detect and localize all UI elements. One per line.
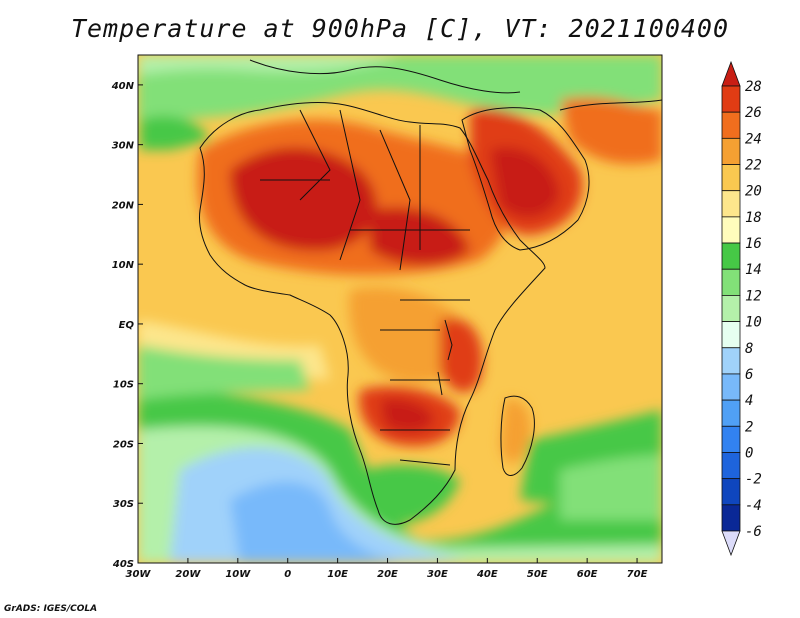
colorbar-label: -4 <box>745 498 762 514</box>
colorbar-bottom-arrow <box>721 530 741 557</box>
colorbar-swatch <box>721 478 741 506</box>
colorbar-label: 6 <box>745 367 753 383</box>
colorbar-swatch <box>721 504 741 532</box>
colorbar-swatch <box>721 111 741 139</box>
colorbar-label: 18 <box>745 210 762 226</box>
colorbar-label: 28 <box>745 79 762 95</box>
lat-tick-label: 40N <box>111 81 135 92</box>
lon-tick-label: 70E <box>627 569 648 580</box>
lon-tick-label: 30W <box>126 569 152 580</box>
colorbar-label: 24 <box>745 131 762 147</box>
colorbar-swatch <box>721 347 741 375</box>
colorbar-label: 12 <box>745 288 762 304</box>
colorbar-top-arrow <box>721 60 741 87</box>
colorbar-swatch <box>721 137 741 165</box>
colorbar-label: 14 <box>745 262 762 278</box>
colorbar-label: 8 <box>745 341 753 357</box>
lat-tick-label: 30S <box>113 499 134 510</box>
lon-tick-label: 10W <box>225 569 251 580</box>
colorbar-swatch <box>721 190 741 218</box>
colorbar-label: 4 <box>745 393 753 409</box>
colorbar-swatch <box>721 85 741 113</box>
lat-tick-label: EQ <box>119 320 135 331</box>
colorbar-swatch <box>721 321 741 349</box>
colorbar-label: 10 <box>745 315 762 331</box>
colorbar-swatch <box>721 452 741 480</box>
colorbar-label: -6 <box>745 524 762 540</box>
lon-tick-label: 10E <box>327 569 348 580</box>
coastlines <box>199 59 662 525</box>
lon-tick-label: 50E <box>527 569 548 580</box>
lat-tick-label: 10N <box>112 260 135 271</box>
grads-credit: GrADS: IGES/COLA <box>4 604 98 614</box>
colorbar-swatch <box>721 216 741 244</box>
plot-frame <box>137 54 663 564</box>
colorbar-label: 26 <box>745 105 762 121</box>
colorbar-label: 0 <box>745 445 753 461</box>
colorbar-swatch <box>721 295 741 322</box>
lat-tick-label: 40S <box>112 559 134 570</box>
colorbar-label: 16 <box>745 236 762 252</box>
colorbar-label: 20 <box>745 184 762 200</box>
lat-tick-label: 30N <box>112 141 135 152</box>
lat-tick-label: 20N <box>112 200 135 211</box>
lon-tick-label: 60E <box>577 569 598 580</box>
colorbar-label: 2 <box>745 419 753 435</box>
colorbar-label: -2 <box>745 472 762 488</box>
lon-tick-label: 20E <box>377 569 398 580</box>
colorbar-swatch <box>721 268 741 296</box>
lon-tick-label: 30E <box>427 569 448 580</box>
lat-tick-label: 10S <box>113 380 134 391</box>
colorbar-swatch <box>721 425 741 453</box>
lat-tick-label: 20S <box>113 439 134 450</box>
temperature-field <box>138 55 662 563</box>
colorbar-swatch <box>721 373 741 401</box>
colorbar-swatch <box>721 399 741 427</box>
colorbar-swatch <box>721 242 741 270</box>
lon-tick-label: 40E <box>476 569 498 580</box>
map-axes: 30W 20W 10W 0 10E 20E 30E 40E 50E 60E 70E 40N 30N 20N… <box>111 81 648 580</box>
colorbar-swatch <box>721 164 741 192</box>
colorbar-label: 22 <box>745 158 762 174</box>
lon-tick-label: 20W <box>175 569 201 580</box>
lon-tick-label: 0 <box>284 569 291 580</box>
chart-title: Temperature at 900hPa [C], VT: 202110040… <box>70 14 730 43</box>
